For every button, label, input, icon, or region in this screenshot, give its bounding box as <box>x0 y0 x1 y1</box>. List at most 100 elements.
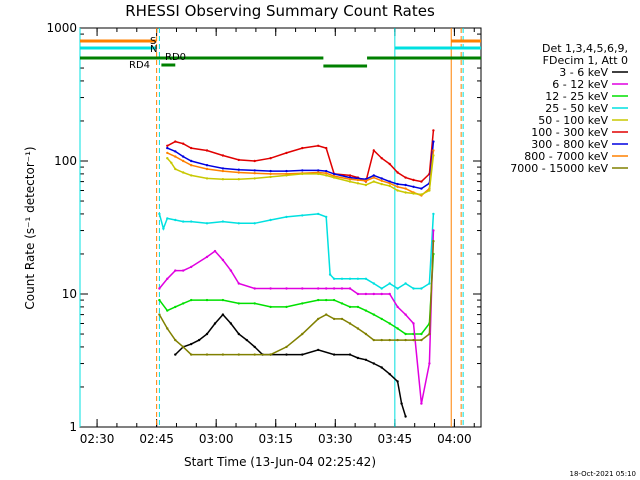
series-point <box>205 298 209 302</box>
flag-label-rd4: RD4 <box>129 60 150 71</box>
series-point <box>269 157 272 160</box>
series-point <box>388 182 391 185</box>
series-point <box>317 172 320 176</box>
series-point <box>301 169 304 172</box>
series-point <box>182 220 185 223</box>
series-point <box>174 305 177 309</box>
series-point <box>404 191 407 194</box>
series-point <box>229 322 233 325</box>
series-point <box>348 305 352 309</box>
series-point <box>372 292 375 296</box>
legend-entry-label: 800 - 7000 keV <box>524 150 608 163</box>
series-point <box>301 172 304 176</box>
series-line <box>166 155 435 196</box>
series-point <box>332 353 336 356</box>
series-point <box>428 282 431 285</box>
series-point <box>182 269 185 272</box>
y-tick-label: 100 <box>54 154 77 168</box>
series-point <box>428 362 431 365</box>
legend-entry-label: 6 - 12 keV <box>552 78 608 91</box>
series-point <box>420 332 423 336</box>
series-point <box>301 146 304 150</box>
series-point <box>285 345 288 349</box>
series-point <box>356 327 360 330</box>
legend-entry-label: 12 - 25 keV <box>545 90 608 103</box>
series-point <box>432 212 435 216</box>
series-point <box>166 151 169 155</box>
series-point <box>317 287 320 290</box>
series-point <box>317 169 320 172</box>
series-point <box>396 185 399 188</box>
series-point <box>412 338 415 342</box>
y-tick-label: 1 <box>69 420 77 434</box>
series-point <box>221 353 225 356</box>
series-point <box>158 313 161 316</box>
series-point <box>301 332 304 336</box>
x-axis: 02:30 02:45 03:00 03:15 03:30 03:45 04:00 <box>80 28 475 446</box>
series-point <box>404 183 407 187</box>
series-point <box>372 180 375 183</box>
series-point <box>412 322 415 325</box>
series-point <box>166 217 169 220</box>
legend-entry-label: 7000 - 15000 keV <box>510 162 608 175</box>
legend-entry-label: 3 - 6 keV <box>559 66 608 79</box>
legend-entry-label: 300 - 800 keV <box>531 138 608 151</box>
series-point <box>190 146 193 150</box>
series-point <box>237 222 240 225</box>
series-point <box>380 317 383 321</box>
series-point <box>325 215 328 219</box>
series-point <box>174 338 177 342</box>
flag-bars <box>80 39 481 68</box>
series-point <box>182 159 185 163</box>
series-point <box>162 227 165 230</box>
series-point <box>205 255 209 259</box>
series-point <box>420 287 423 290</box>
series-point <box>197 338 201 342</box>
series-point <box>380 292 383 296</box>
series-point <box>166 144 169 147</box>
series-point <box>348 277 352 280</box>
series-point <box>205 149 209 152</box>
series-point <box>432 229 435 232</box>
series-point <box>348 180 352 183</box>
series-point <box>190 342 193 346</box>
series-point <box>396 338 399 342</box>
series-point <box>205 353 209 356</box>
series-point <box>388 372 391 376</box>
series-point <box>221 169 225 173</box>
series-point <box>253 177 256 180</box>
flag-label-saa: S <box>150 36 156 47</box>
series-point <box>174 218 177 222</box>
legend-entry-label: 50 - 100 keV <box>538 114 608 127</box>
series-point <box>412 287 415 290</box>
series-point <box>190 298 193 302</box>
y-axis: 1 10 100 1000 <box>46 21 481 434</box>
series-point <box>158 298 161 302</box>
series-point <box>364 358 368 361</box>
series-point <box>356 356 360 360</box>
series-point <box>205 164 209 167</box>
series-point <box>388 292 391 296</box>
series-point <box>190 164 193 167</box>
series-point <box>190 265 193 269</box>
flag-label-night: N <box>150 44 157 55</box>
series-point <box>420 193 423 196</box>
series-point <box>166 146 169 150</box>
series-point <box>182 155 185 158</box>
series-point <box>182 302 185 305</box>
series-point <box>432 140 435 143</box>
series-point <box>285 174 288 177</box>
series-point <box>356 277 360 280</box>
series-point <box>269 169 272 173</box>
legend-entry-label: 25 - 50 keV <box>545 102 608 115</box>
series-point <box>285 151 288 155</box>
series-point <box>317 212 320 216</box>
series-point <box>285 287 288 290</box>
series-point <box>158 287 161 290</box>
series-point <box>190 353 193 356</box>
legend: Det 1,3,4,5,6,9,FDecim 1, Att 03 - 6 keV… <box>510 42 628 175</box>
series-point <box>400 402 403 405</box>
series-point <box>428 189 431 192</box>
series-point <box>404 332 407 336</box>
x-tick-label: 04:00 <box>437 432 472 446</box>
